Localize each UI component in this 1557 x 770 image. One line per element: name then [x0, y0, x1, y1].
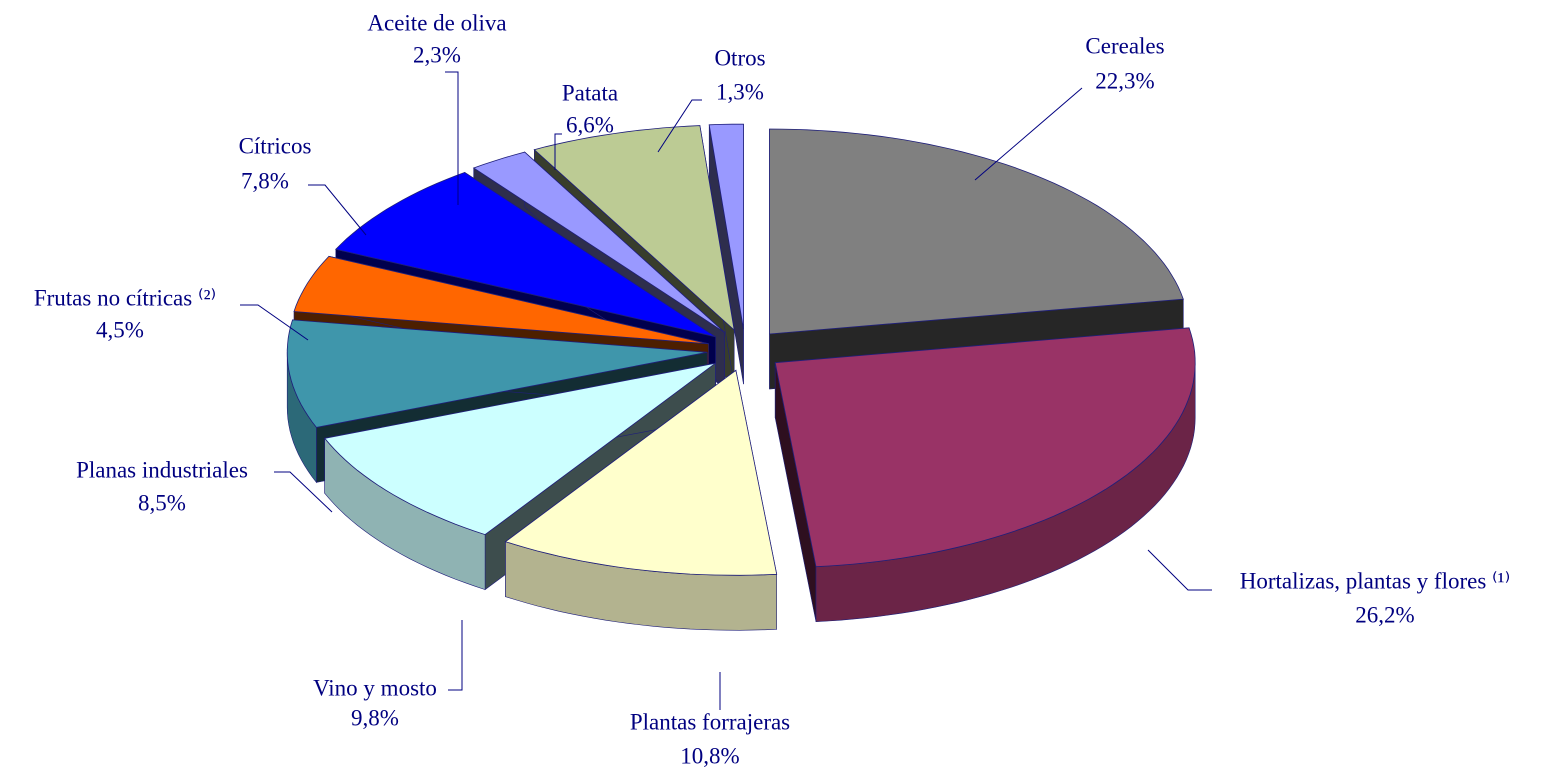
leader-line — [308, 184, 367, 236]
category-label: Hortalizas, plantas y flores ⁽¹⁾ — [1240, 568, 1510, 593]
value-label: 8,5% — [138, 490, 186, 515]
slice-top — [533, 125, 735, 332]
value-label: 2,3% — [413, 42, 461, 67]
category-label: Patata — [562, 80, 618, 105]
category-label: Planas industriales — [76, 457, 248, 482]
category-label: Aceite de oliva — [367, 10, 506, 35]
leader-line — [554, 133, 562, 170]
labels: Cereales 22,3% Hortalizas, plantas y flore… — [34, 10, 1510, 768]
slice-top — [769, 128, 1184, 335]
value-label: 4,5% — [96, 317, 144, 342]
slice-top — [708, 123, 744, 330]
value-label: 9,8% — [351, 705, 399, 730]
slice-top — [286, 319, 708, 428]
slice-top — [293, 255, 709, 345]
leader-line — [448, 620, 463, 691]
slice-top — [323, 362, 716, 536]
slice-top — [504, 369, 778, 576]
value-label: 10,8% — [680, 743, 739, 768]
category-label: Cereales — [1085, 33, 1164, 58]
leader-line — [240, 304, 309, 341]
slice — [774, 327, 1196, 623]
value-label: 7,8% — [241, 168, 289, 193]
leader-line — [274, 471, 333, 513]
category-label: Vino y mosto — [313, 675, 437, 700]
leader-line — [657, 99, 702, 153]
category-label: Frutas no cítricas ⁽²⁾ — [34, 285, 216, 310]
leader-line — [974, 87, 1083, 181]
value-label: 1,3% — [716, 79, 764, 104]
slice-top — [472, 151, 725, 333]
category-label: Plantas forrajeras — [630, 709, 790, 734]
slice-top — [774, 327, 1196, 568]
category-label: Cítricos — [239, 133, 312, 158]
slice — [708, 123, 744, 385]
value-label: 6,6% — [566, 112, 614, 137]
slice-top — [335, 171, 716, 338]
category-label: Otros — [714, 45, 765, 70]
leader-line — [445, 71, 459, 205]
slice — [504, 369, 778, 631]
slices — [286, 123, 1196, 631]
value-label: 26,2% — [1355, 602, 1414, 627]
leader-line — [1147, 549, 1212, 591]
value-label: 22,3% — [1095, 68, 1154, 93]
